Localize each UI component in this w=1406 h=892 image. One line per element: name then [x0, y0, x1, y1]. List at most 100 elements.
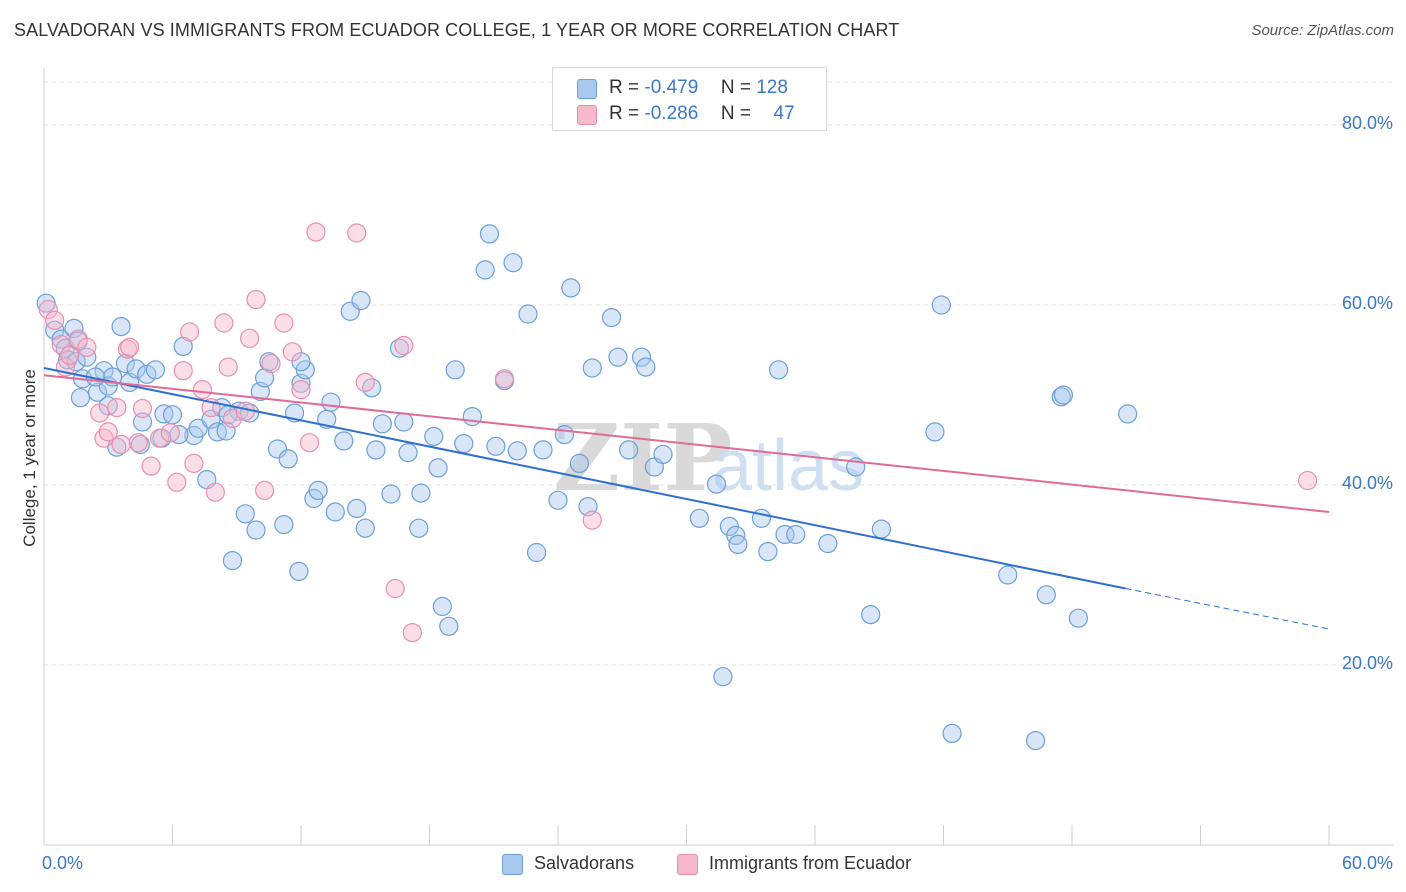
point-salvadorans-75	[475, 260, 495, 280]
point-salvadorans-97	[689, 508, 709, 528]
stats-legend: R = -0.479 N = 128 R = -0.286 N = 47	[552, 67, 827, 131]
legend-r-value-salvadorans: -0.479	[644, 77, 699, 98]
point-salvadorans-43	[274, 514, 294, 535]
point-salvadorans-116	[1025, 730, 1046, 751]
point-salvadorans-58	[355, 518, 375, 538]
point-ecuador-31	[254, 480, 275, 500]
point-salvadorans-5	[64, 318, 84, 338]
point-ecuador-4	[60, 345, 80, 365]
point-ecuador-9	[98, 422, 118, 442]
point-ecuador-44	[582, 510, 602, 530]
point-salvadorans-52	[321, 392, 341, 412]
point-salvadorans-87	[569, 453, 590, 473]
point-salvadorans-85	[554, 425, 575, 445]
point-salvadorans-44	[278, 449, 298, 469]
point-salvadorans-26	[173, 336, 193, 356]
point-ecuador-12	[120, 337, 140, 357]
point-ecuador-13	[128, 433, 148, 453]
point-salvadorans-92	[619, 440, 639, 460]
point-salvadorans-111	[871, 519, 891, 539]
point-salvadorans-82	[526, 542, 547, 563]
point-salvadorans-36	[235, 504, 255, 524]
point-salvadorans-112	[925, 422, 945, 442]
point-salvadorans-19	[126, 359, 146, 379]
point-salvadorans-115	[998, 565, 1018, 585]
point-salvadorans-20	[132, 412, 153, 432]
point-salvadorans-11	[87, 382, 108, 402]
chart-title: SALVADORAN VS IMMIGRANTS FROM ECUADOR CO…	[14, 20, 900, 40]
point-salvadorans-72	[445, 360, 465, 380]
legend-r-label: R =	[609, 77, 640, 98]
point-salvadorans-76	[479, 224, 500, 244]
point-salvadorans-56	[347, 498, 367, 518]
legend-n-value-ecuador: 47	[773, 103, 795, 124]
point-ecuador-21	[184, 453, 204, 473]
point-ecuador-14	[132, 398, 153, 419]
series-legend-swatch-ecuador	[677, 854, 698, 875]
point-ecuador-37	[306, 222, 326, 242]
point-ecuador-45	[1297, 470, 1318, 491]
point-ecuador-0	[38, 299, 58, 320]
y-tick-label-40: 40.0%	[1341, 473, 1393, 493]
series-legend: Salvadorans Immigrants from Ecuador	[0, 852, 1406, 878]
point-salvadorans-102	[728, 534, 748, 555]
trendline-salvadorans-extension	[1125, 588, 1330, 630]
point-salvadorans-90	[601, 308, 622, 328]
point-ecuador-39	[355, 372, 375, 392]
point-salvadorans-68	[424, 426, 444, 446]
point-salvadorans-84	[548, 490, 568, 510]
point-ecuador-24	[205, 482, 225, 502]
point-ecuador-25	[214, 313, 234, 333]
point-salvadorans-10	[77, 347, 97, 367]
point-salvadorans-83	[533, 440, 553, 460]
series-legend-swatch-salvadorans	[502, 854, 523, 875]
point-salvadorans-91	[608, 347, 628, 367]
point-salvadorans-34	[222, 550, 243, 571]
point-ecuador-16	[150, 428, 170, 448]
point-salvadorans-25	[162, 405, 183, 425]
point-ecuador-26	[218, 357, 238, 377]
point-salvadorans-104	[758, 541, 778, 562]
point-salvadorans-120	[1068, 608, 1089, 628]
point-ecuador-40	[385, 578, 405, 599]
point-ecuador-22	[192, 380, 213, 400]
point-salvadorans-98	[706, 474, 727, 494]
point-ecuador-46	[111, 434, 131, 455]
legend-n-label: N =	[720, 103, 751, 124]
point-salvadorans-62	[381, 484, 401, 504]
point-ecuador-43	[494, 369, 515, 389]
point-salvadorans-38	[246, 520, 266, 540]
point-salvadorans-65	[398, 443, 418, 463]
point-ecuador-32	[261, 353, 281, 374]
point-salvadorans-40	[254, 368, 275, 388]
point-salvadorans-80	[507, 441, 527, 461]
point-salvadorans-119	[1053, 385, 1074, 405]
y-tick-label-60: 60.0%	[1341, 293, 1393, 313]
point-salvadorans-108	[818, 533, 838, 554]
point-salvadorans-21	[137, 364, 157, 384]
point-salvadorans-89	[582, 358, 602, 378]
series-legend-label-ecuador: Immigrants from Ecuador	[709, 853, 912, 873]
point-salvadorans-50	[308, 480, 328, 500]
point-salvadorans-106	[775, 524, 795, 545]
point-ecuador-1	[45, 310, 65, 330]
point-ecuador-34	[282, 342, 303, 362]
point-salvadorans-64	[394, 412, 414, 432]
series-legend-label-salvadorans: Salvadorans	[534, 853, 635, 873]
point-ecuador-42	[402, 622, 422, 643]
point-ecuador-19	[173, 361, 193, 381]
point-salvadorans-61	[372, 414, 392, 434]
point-salvadorans-66	[409, 518, 429, 538]
point-ecuador-10	[107, 398, 127, 418]
point-salvadorans-2	[51, 329, 71, 349]
point-ecuador-38	[347, 223, 367, 243]
point-salvadorans-16	[111, 317, 131, 337]
legend-n-value-salvadorans: 128	[756, 77, 788, 98]
point-salvadorans-77	[486, 436, 506, 456]
point-salvadorans-107	[786, 524, 806, 545]
point-salvadorans-113	[931, 295, 951, 315]
watermark-zip: ZIP	[553, 404, 732, 512]
point-salvadorans-22	[145, 360, 165, 380]
point-ecuador-35	[291, 380, 311, 400]
